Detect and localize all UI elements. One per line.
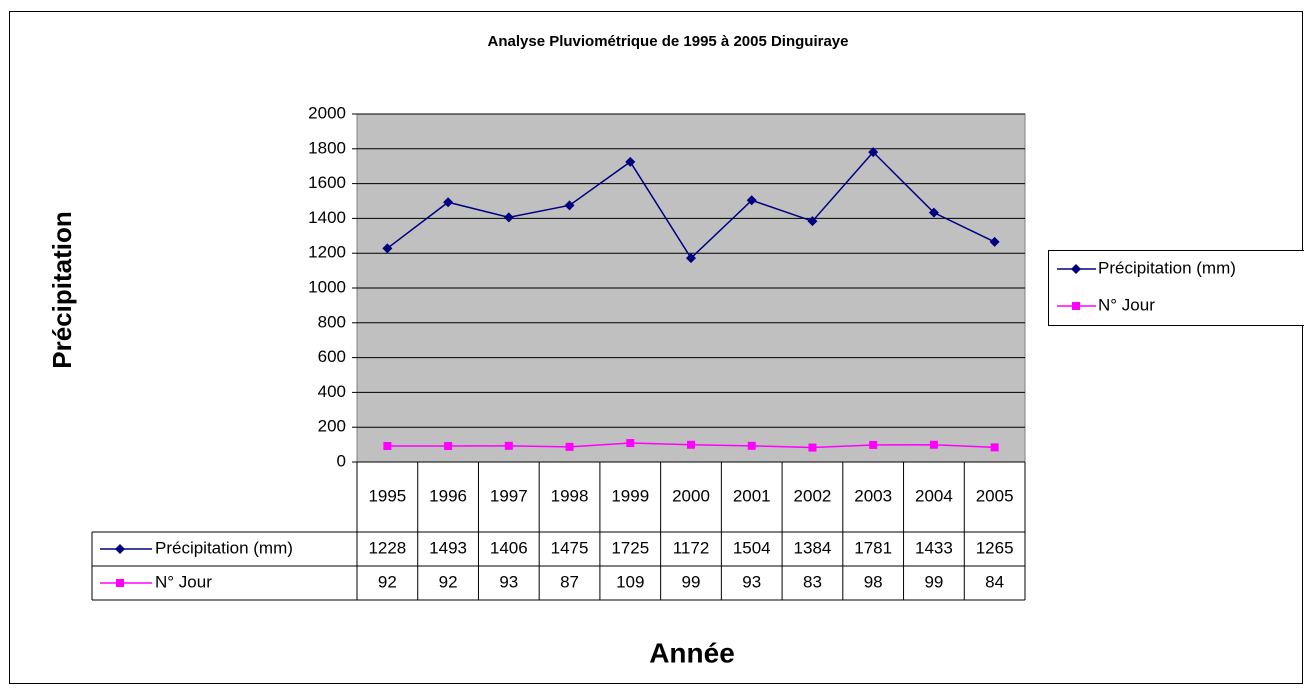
marker bbox=[382, 243, 393, 254]
y-tick-label: 1400 bbox=[308, 208, 346, 227]
x-tick-label: 2003 bbox=[854, 486, 892, 505]
y-axis-title: Précipitation bbox=[47, 211, 77, 368]
table-row-label: N° Jour bbox=[155, 572, 212, 591]
table-cell: 93 bbox=[742, 572, 761, 591]
legend-label: N° Jour bbox=[1098, 295, 1155, 314]
table-cell: 1493 bbox=[429, 538, 467, 557]
x-tick-label: 2004 bbox=[915, 486, 953, 505]
table-cell: 93 bbox=[499, 572, 518, 591]
table-cell: 1725 bbox=[611, 538, 649, 557]
marker bbox=[687, 440, 695, 449]
y-tick-label: 1600 bbox=[308, 173, 346, 192]
marker bbox=[808, 443, 817, 452]
table-cell: 92 bbox=[439, 572, 458, 591]
table-cell: 1172 bbox=[673, 538, 710, 557]
table-cell: 1504 bbox=[733, 538, 771, 557]
marker bbox=[503, 212, 514, 223]
y-tick-label: 400 bbox=[318, 382, 346, 401]
y-tick-label: 2000 bbox=[308, 103, 346, 122]
table-cell: 99 bbox=[924, 572, 943, 591]
marker bbox=[1072, 302, 1080, 310]
table-cell: 87 bbox=[560, 572, 579, 591]
x-tick-label: 1996 bbox=[429, 486, 467, 505]
table-cell: 1406 bbox=[490, 538, 528, 557]
x-tick-label: 1998 bbox=[551, 486, 589, 505]
x-tick-label: 2005 bbox=[976, 486, 1014, 505]
x-tick-label: 2001 bbox=[733, 486, 771, 505]
table-cell: 1384 bbox=[794, 538, 832, 557]
marker bbox=[746, 195, 757, 206]
legend-label: Précipitation (mm) bbox=[1098, 258, 1236, 277]
x-tick-label: 2002 bbox=[794, 486, 832, 505]
marker bbox=[869, 440, 878, 449]
marker bbox=[443, 197, 454, 208]
x-axis-title: Année bbox=[649, 637, 735, 668]
y-tick-label: 1800 bbox=[308, 138, 346, 157]
legend-box bbox=[1048, 250, 1304, 326]
x-tick-label: 1999 bbox=[611, 486, 649, 505]
marker bbox=[116, 579, 124, 587]
marker bbox=[686, 253, 696, 264]
chart-title: Analyse Pluviométrique de 1995 à 2005 Di… bbox=[488, 33, 849, 50]
marker bbox=[747, 441, 756, 450]
table-cell: 98 bbox=[864, 572, 883, 591]
marker bbox=[928, 207, 939, 218]
table-cell: 83 bbox=[803, 572, 822, 591]
marker bbox=[564, 200, 575, 211]
marker bbox=[504, 441, 513, 450]
table-cell: 1228 bbox=[368, 538, 406, 557]
table-cell: 1265 bbox=[976, 538, 1014, 557]
table-cell: 1475 bbox=[551, 538, 589, 557]
table-row-label: Précipitation (mm) bbox=[155, 538, 293, 557]
marker bbox=[868, 147, 879, 158]
x-tick-label: 1997 bbox=[490, 486, 528, 505]
marker bbox=[989, 236, 1000, 247]
table-cell: 84 bbox=[985, 572, 1004, 591]
marker bbox=[807, 216, 818, 227]
marker bbox=[626, 439, 635, 448]
y-tick-label: 0 bbox=[337, 451, 346, 470]
y-tick-label: 800 bbox=[318, 312, 346, 331]
y-tick-label: 1000 bbox=[308, 277, 346, 296]
y-tick-label: 200 bbox=[318, 417, 346, 436]
marker bbox=[625, 156, 636, 167]
marker bbox=[565, 442, 574, 451]
table-cell: 1433 bbox=[915, 538, 953, 557]
marker bbox=[1071, 264, 1081, 274]
marker bbox=[990, 443, 999, 452]
marker bbox=[383, 441, 392, 450]
marker bbox=[115, 544, 125, 554]
y-tick-label: 1200 bbox=[308, 243, 346, 262]
marker bbox=[929, 440, 938, 449]
table-cell: 109 bbox=[616, 572, 644, 591]
marker bbox=[444, 441, 453, 450]
x-tick-label: 1995 bbox=[368, 486, 406, 505]
table-cell: 92 bbox=[378, 572, 397, 591]
x-tick-label: 2000 bbox=[672, 486, 710, 505]
table-cell: 1781 bbox=[854, 538, 892, 557]
table-cell: 99 bbox=[682, 572, 701, 591]
y-tick-label: 600 bbox=[318, 347, 346, 366]
